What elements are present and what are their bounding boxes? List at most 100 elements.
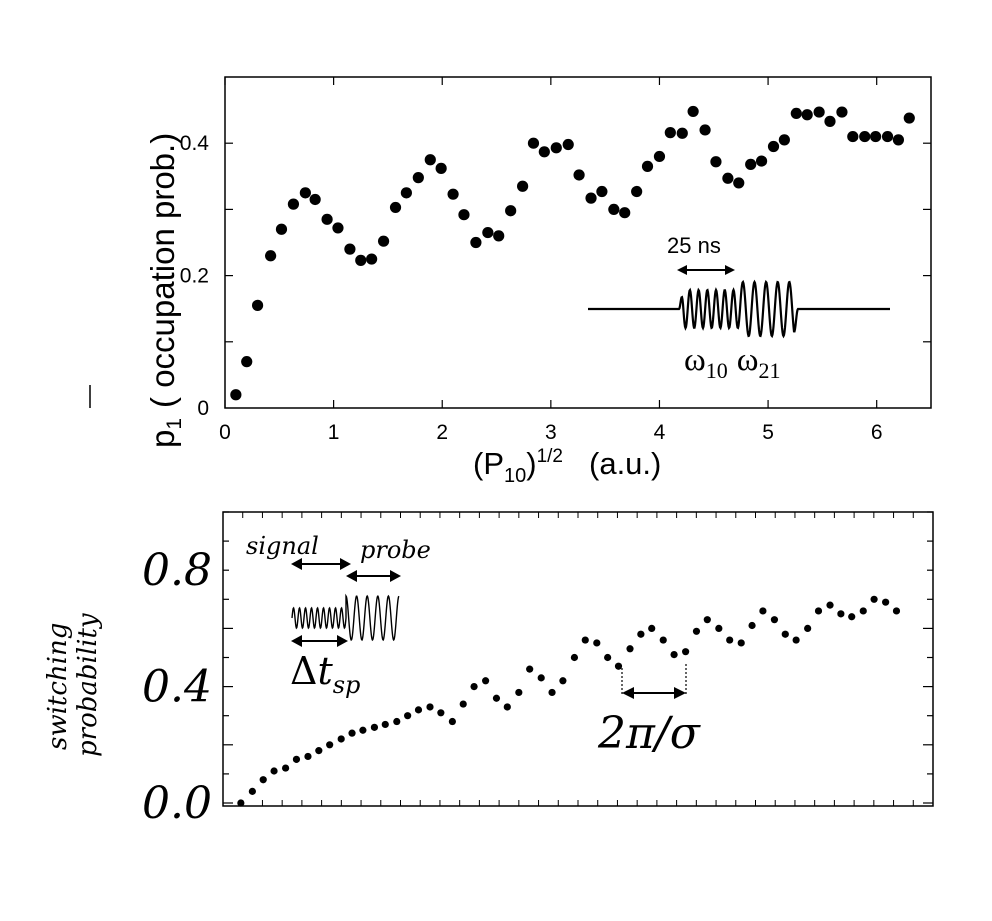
bottom-data-point	[414, 706, 423, 714]
bottom-data-point	[748, 621, 756, 630]
top-data-point	[482, 226, 494, 239]
top-data-point	[710, 156, 722, 168]
bottom-data-point	[337, 735, 345, 743]
top-data-points	[230, 105, 915, 401]
signal-arrow-head-left	[291, 558, 302, 570]
top-data-point	[881, 130, 894, 143]
bottom-data-point	[703, 616, 711, 624]
bottom-data-point	[492, 694, 501, 702]
top-data-point	[344, 243, 356, 255]
bottom-data-point	[882, 598, 890, 606]
bottom-data-point	[359, 726, 367, 734]
bottom-data-point	[237, 799, 245, 807]
bottom-data-point	[437, 709, 445, 717]
bottom-data-point	[270, 767, 278, 775]
top-data-point	[550, 142, 562, 154]
top-data-point	[903, 112, 915, 124]
top-data-point	[299, 187, 311, 199]
top-data-point	[664, 127, 676, 139]
bottom-y-label-line2: probability	[73, 613, 103, 757]
bottom-data-point	[370, 723, 379, 731]
top-x-tick-label: 1	[328, 421, 340, 444]
omega21-sub: 21	[758, 358, 780, 383]
bottom-data-point	[804, 624, 812, 633]
top-data-point	[801, 109, 813, 121]
top-data-point	[585, 192, 597, 204]
bottom-data-point	[404, 712, 412, 720]
top-data-point	[699, 124, 711, 136]
bottom-data-point	[426, 703, 434, 711]
top-data-point	[733, 177, 745, 189]
bottom-data-point	[526, 665, 534, 673]
top-data-point	[505, 205, 517, 217]
bottom-data-point	[682, 648, 690, 656]
pulse-waveform	[588, 279, 890, 339]
top-data-point	[309, 193, 321, 206]
top-data-point	[470, 236, 482, 249]
bottom-data-point	[637, 630, 645, 638]
probe-arrow-head-right	[390, 570, 401, 582]
bottom-data-point	[726, 636, 734, 644]
top-x-axis-label: (P10)1/2 (a.u.)	[473, 446, 661, 487]
top-plot-frame	[224, 76, 932, 409]
bottom-data-point	[304, 752, 312, 761]
top-data-point	[755, 155, 768, 167]
top-data-point	[435, 162, 447, 174]
bottom-data-point	[826, 601, 834, 609]
bottom-data-point	[770, 616, 779, 624]
delta-t-arrow-head-left	[291, 635, 302, 647]
bottom-data-point	[659, 636, 667, 644]
top-x-tick-label: 2	[436, 421, 448, 444]
sp-subscript: sp	[333, 671, 361, 699]
top-data-point	[836, 106, 848, 118]
bottom-data-point	[715, 624, 723, 633]
top-x-tick-label: 4	[654, 421, 666, 444]
bottom-data-point	[737, 639, 745, 647]
bottom-data-point	[348, 729, 356, 737]
bottom-data-point	[537, 674, 545, 682]
pulse-duration-label: 25 ns	[667, 233, 721, 258]
top-data-point	[517, 180, 529, 192]
bottom-data-point	[837, 610, 845, 618]
top-data-point	[241, 356, 253, 368]
top-data-point	[631, 185, 643, 198]
top-y-label-rest: ( occupation prob.)	[144, 133, 181, 408]
bottom-y-tick-label: 0.0	[142, 778, 212, 829]
top-data-point	[619, 207, 631, 219]
top-data-point	[676, 127, 688, 139]
top-x-label-sub: 10	[504, 465, 526, 487]
top-data-point	[321, 213, 333, 225]
bottom-axis-ticks	[222, 511, 934, 806]
bottom-axis-tick-labels: 0.0 0.4 0.8	[142, 545, 212, 829]
bottom-data-point	[626, 645, 634, 653]
omega10-sub: 10	[706, 358, 728, 383]
top-data-point	[400, 187, 412, 199]
top-data-point	[687, 105, 699, 118]
bottom-data-point	[648, 624, 656, 633]
t-symbol: t	[317, 649, 333, 693]
top-y-axis-label: p1 ( occupation prob.)	[144, 133, 186, 448]
bottom-y-tick-label: 0.8	[142, 545, 212, 596]
bottom-data-point	[892, 607, 901, 615]
top-data-point	[608, 203, 620, 215]
bottom-data-point	[859, 607, 867, 615]
top-data-point	[767, 140, 780, 153]
bottom-data-point	[814, 607, 823, 615]
top-y-tick-label: 0.4	[180, 132, 210, 155]
bottom-data-point	[326, 741, 334, 749]
top-data-point	[641, 160, 654, 172]
bottom-data-point	[570, 653, 579, 662]
top-data-point	[230, 389, 242, 401]
bottom-data-point	[503, 703, 511, 711]
bottom-data-point	[393, 717, 401, 726]
bottom-data-point	[281, 764, 290, 772]
delta-t-arrow-head-right	[337, 635, 348, 647]
bottom-data-point	[482, 677, 490, 685]
signal-arrow-head-right	[340, 558, 351, 570]
signal-probe-inset: signal probe Δtsp	[246, 532, 431, 699]
pulse-arrow-head-left	[677, 265, 687, 275]
top-data-point	[447, 188, 459, 200]
top-data-point	[265, 250, 277, 262]
bottom-data-point	[759, 607, 767, 615]
top-axis-ticks	[224, 77, 931, 408]
